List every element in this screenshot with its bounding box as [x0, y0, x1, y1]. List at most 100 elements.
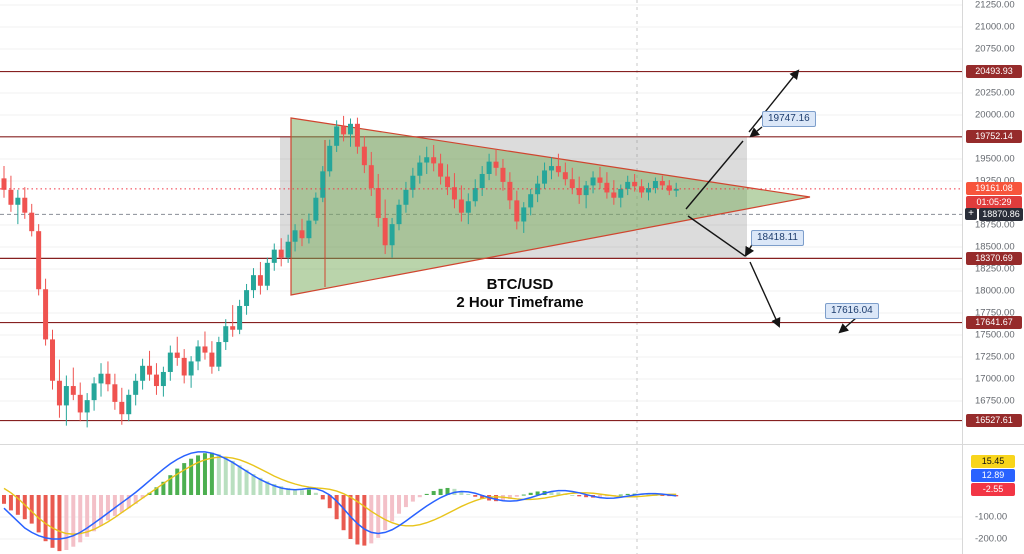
- indicator-value-badge: 12.89: [971, 469, 1015, 482]
- macd-histogram-bar: [431, 491, 436, 495]
- macd-histogram-bar: [92, 495, 97, 532]
- candle-body: [542, 170, 548, 184]
- price-callout[interactable]: 19747.16: [762, 111, 816, 127]
- prev-close-badge: 18870.86: [979, 207, 1023, 221]
- macd-histogram-bar: [480, 495, 485, 499]
- price-level-badge: 18370.69: [966, 251, 1022, 265]
- macd-histogram-bar: [535, 491, 540, 495]
- price-tick: 19250.00: [975, 175, 1015, 187]
- macd-histogram-bar: [473, 495, 478, 497]
- price-tick: 17250.00: [975, 351, 1015, 363]
- candle-body: [153, 374, 159, 387]
- candle-body: [133, 380, 139, 395]
- candle-body: [147, 365, 153, 375]
- candle-body: [36, 231, 42, 290]
- candle-body: [528, 194, 534, 208]
- macd-histogram-bar: [369, 495, 374, 544]
- candle-body: [645, 188, 651, 193]
- candle-body: [320, 171, 326, 198]
- candle-body: [98, 373, 104, 384]
- macd-histogram-bar: [161, 481, 166, 495]
- price-level-badge: 16527.61: [966, 414, 1022, 428]
- macd-histogram-bar: [244, 469, 249, 495]
- price-tick: 18000.00: [975, 285, 1015, 297]
- macd-histogram-bar: [99, 495, 104, 526]
- candle-body: [479, 173, 485, 189]
- candle-body: [632, 181, 638, 187]
- macd-histogram-bar: [29, 495, 34, 524]
- price-callout[interactable]: 18418.11: [751, 230, 804, 246]
- macd-histogram-bar: [334, 495, 339, 520]
- candle-body: [590, 177, 596, 186]
- price-tick: 18750.00: [975, 219, 1015, 231]
- macd-histogram-bar: [154, 487, 159, 495]
- macd-histogram-bar: [133, 495, 138, 504]
- macd-histogram-bar: [299, 490, 304, 495]
- trend-arrow: [687, 215, 746, 257]
- candle-body: [548, 166, 554, 171]
- candle-body: [576, 188, 582, 196]
- macd-histogram-bar: [570, 495, 575, 496]
- candle-body: [278, 249, 284, 258]
- indicator-value-badge: 15.45: [971, 455, 1015, 468]
- macd-histogram-bar: [196, 455, 201, 495]
- candle-body: [174, 352, 180, 358]
- candle-body: [562, 172, 568, 180]
- candle-body: [63, 386, 69, 406]
- macd-histogram-bar: [216, 454, 221, 495]
- candle-body: [160, 371, 166, 387]
- macd-histogram-bar: [237, 465, 242, 495]
- macd-histogram-bar: [390, 495, 395, 522]
- macd-histogram-bar: [22, 495, 27, 520]
- candle-body: [569, 179, 575, 189]
- price-tick: 18500.00: [975, 241, 1015, 253]
- macd-histogram-bar: [320, 495, 325, 500]
- pane-separator[interactable]: [0, 444, 1024, 445]
- macd-histogram-bar: [313, 492, 318, 495]
- candle-body: [77, 394, 83, 413]
- price-level-badge: 19752.14: [966, 130, 1022, 144]
- macd-histogram-bar: [265, 481, 270, 495]
- candle-body: [597, 177, 603, 183]
- price-tick: 17750.00: [975, 307, 1015, 319]
- price-tick: 16750.00: [975, 395, 1015, 407]
- macd-histogram-bar: [279, 486, 284, 495]
- macd-histogram-bar: [494, 495, 499, 502]
- chart-canvas[interactable]: [0, 0, 962, 554]
- price-callout[interactable]: 17616.04: [825, 303, 879, 319]
- macd-histogram-bar: [459, 491, 464, 495]
- price-tick: 17500.00: [975, 329, 1015, 341]
- candle-body: [8, 189, 14, 205]
- macd-histogram-bar: [8, 495, 13, 511]
- candle-body: [666, 185, 672, 191]
- macd-histogram-bar: [646, 494, 651, 496]
- candle-body: [507, 181, 513, 201]
- macd-histogram-bar: [306, 489, 311, 495]
- countdown-badge: 01:05:29: [966, 195, 1022, 209]
- macd-histogram-bar: [112, 495, 117, 516]
- candle-body: [431, 157, 437, 164]
- macd-histogram-bar: [85, 495, 90, 537]
- candle-body: [652, 181, 658, 189]
- candle-body: [257, 275, 263, 286]
- macd-histogram-bar: [597, 495, 602, 498]
- macd-histogram-bar: [514, 495, 519, 497]
- candle-body: [285, 241, 291, 258]
- candle-body: [112, 384, 118, 402]
- candle-body: [22, 197, 28, 213]
- candle-body: [105, 373, 111, 385]
- macd-histogram: [2, 452, 679, 552]
- candle-body: [202, 346, 208, 353]
- add-order-plus-button[interactable]: +: [965, 208, 977, 221]
- trend-arrow: [685, 140, 744, 210]
- current-price-badge: 19161.08: [966, 182, 1022, 196]
- chart-plot-area[interactable]: BTC/USD 2 Hour Timeframe 19747.16 18418.1…: [0, 0, 962, 554]
- candle-body: [15, 197, 21, 205]
- macd-histogram-bar: [78, 495, 83, 543]
- candle-body: [216, 342, 222, 367]
- price-axis[interactable]: 21250.00 21000.00 20750.00 20250.00 20000.00…: [962, 0, 1024, 554]
- macd-histogram-bar: [126, 495, 131, 509]
- macd-histogram-bar: [251, 474, 256, 495]
- price-tick: 20000.00: [975, 109, 1015, 121]
